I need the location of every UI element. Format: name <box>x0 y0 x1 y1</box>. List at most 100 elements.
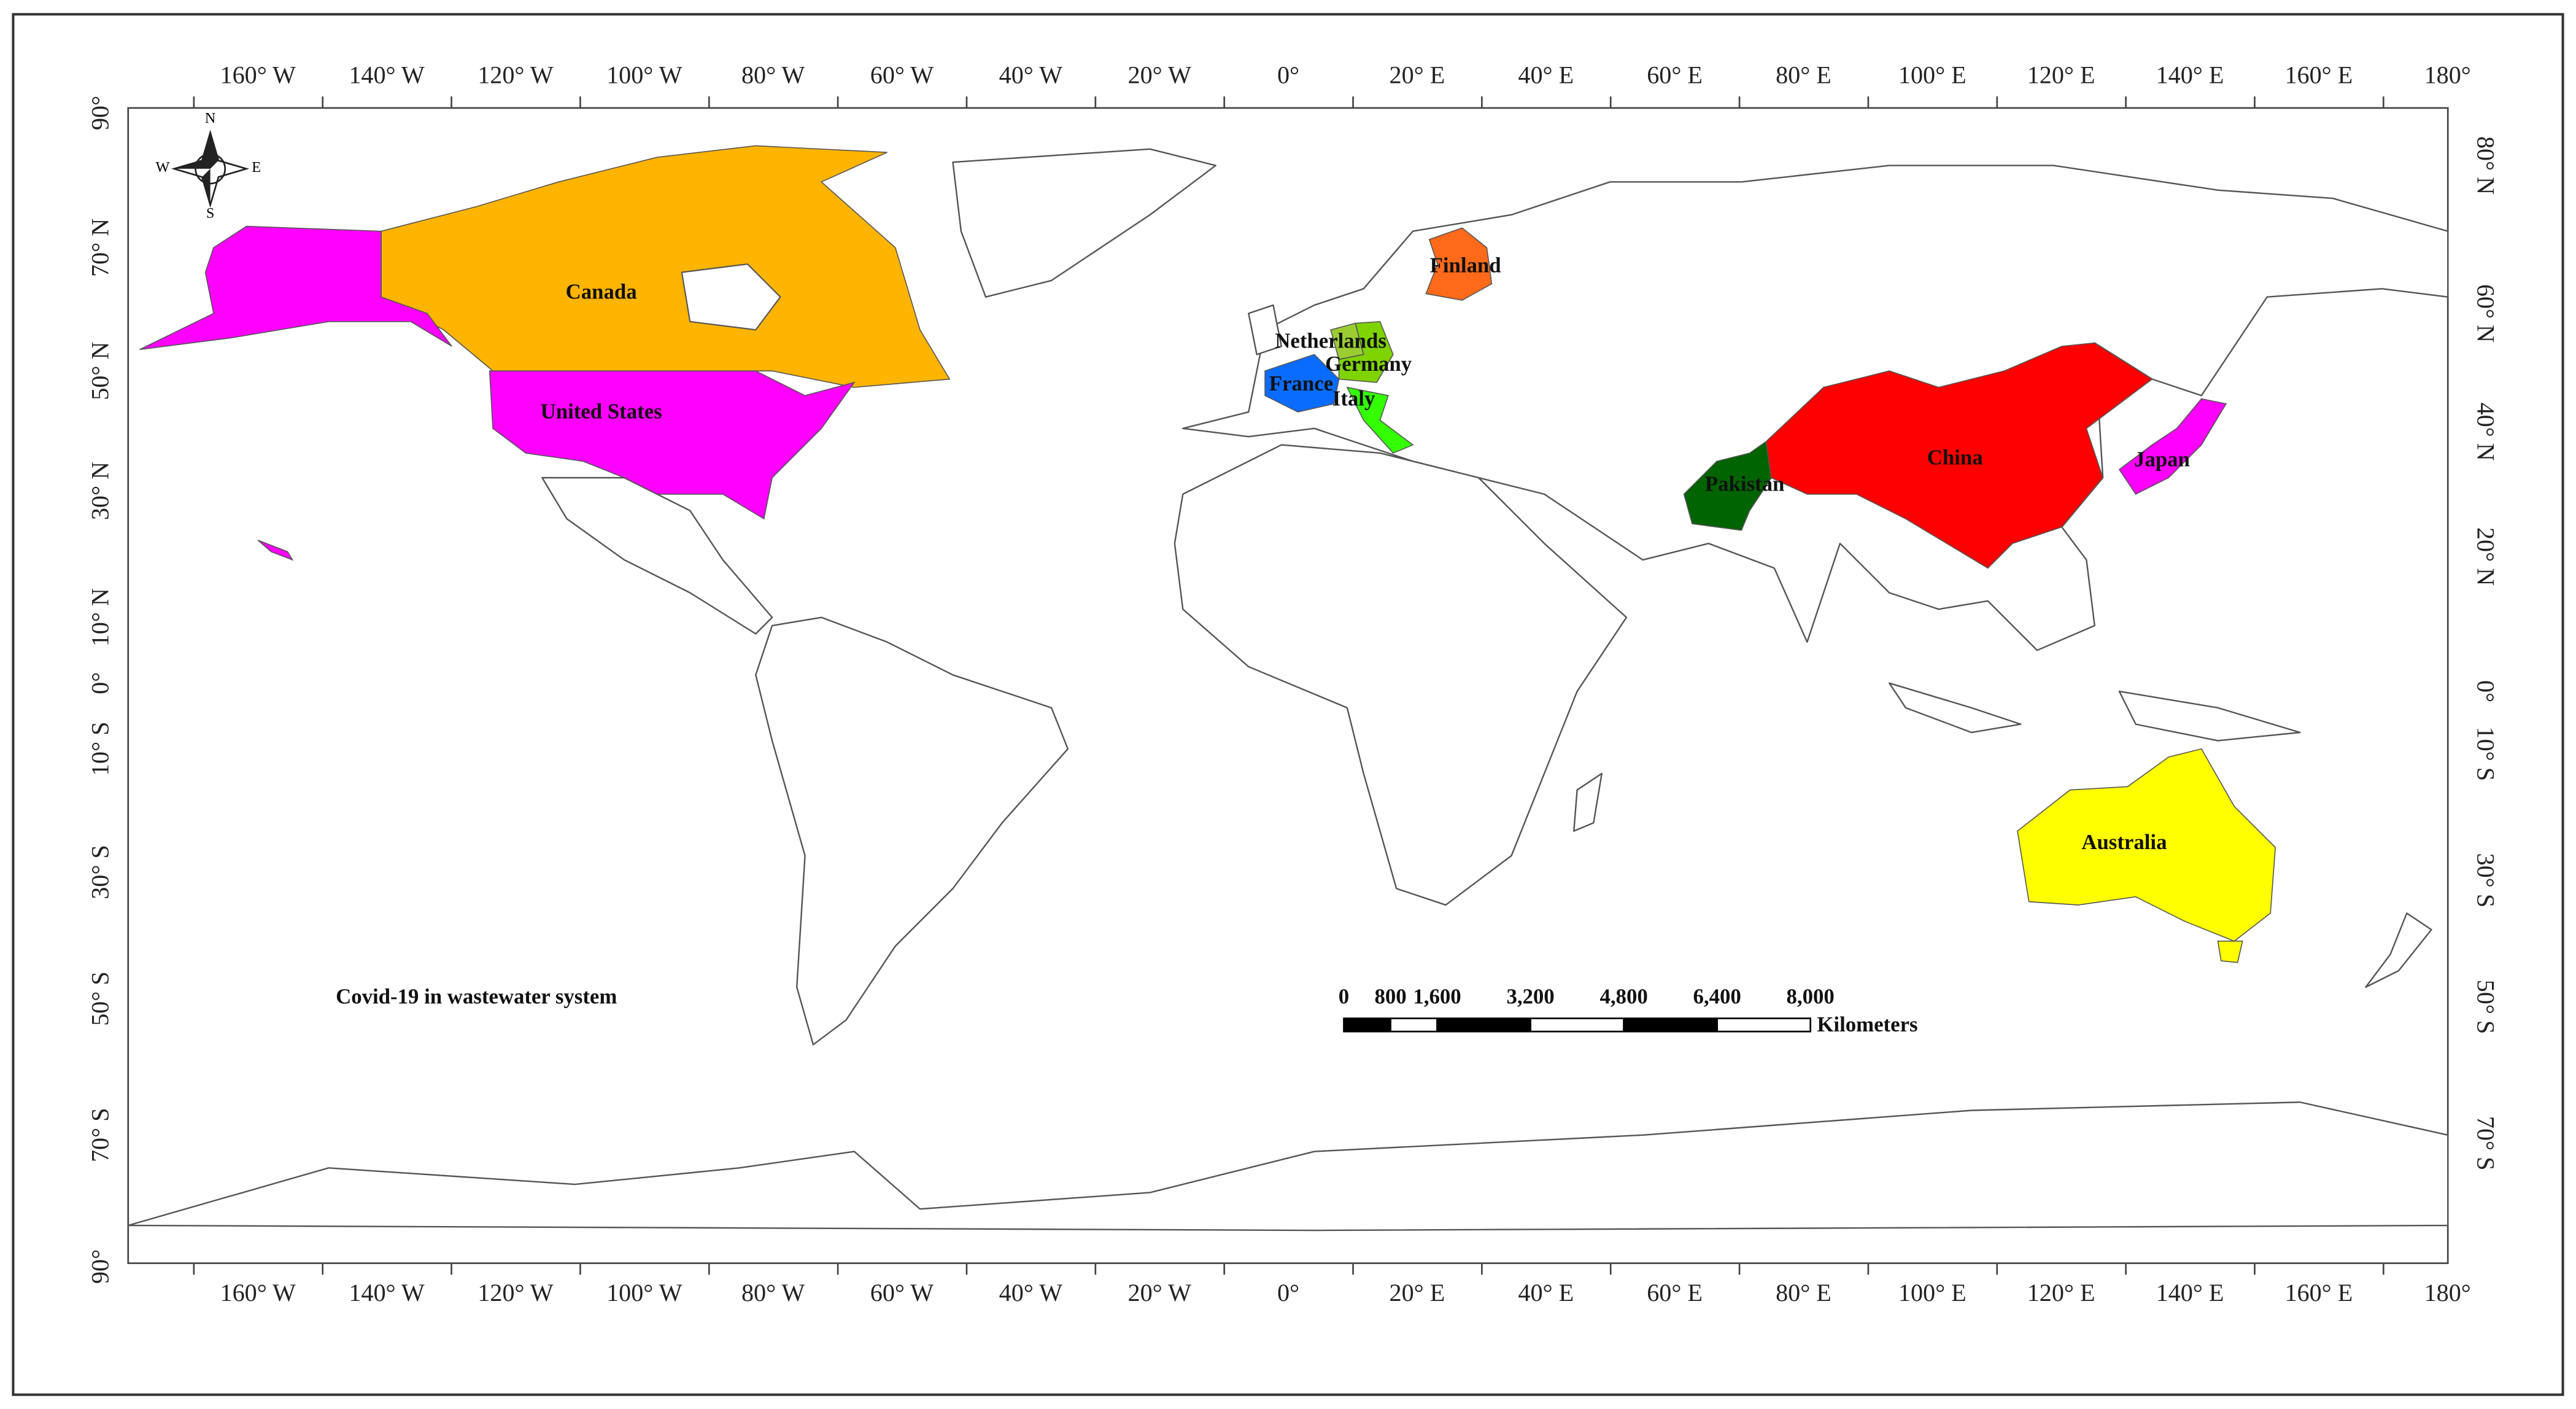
scale-segment <box>1716 1017 1812 1033</box>
longitude-label-top: 20° E <box>1390 61 1445 89</box>
latitude-label-right: 70° S <box>2472 1116 2499 1171</box>
country-shape <box>2217 941 2243 963</box>
longitude-label-top: 40° E <box>1518 61 1574 89</box>
latitude-label-right: 0° <box>2472 680 2499 702</box>
latitude-label-right: 20° N <box>2472 527 2499 586</box>
longitude-label-bottom: 0° <box>1277 1279 1299 1306</box>
country-label: Canada <box>566 279 637 303</box>
country-label: Australia <box>2081 830 2167 854</box>
country-shape <box>489 370 856 520</box>
country-label: Finland <box>1430 253 1501 277</box>
countries <box>139 145 2276 963</box>
latitude-label-left: 50° N <box>87 342 114 400</box>
latitude-label-right: 50° S <box>2472 980 2499 1034</box>
longitude-label-top: 60° W <box>870 61 934 89</box>
longitude-label-bottom: 120° W <box>478 1279 554 1306</box>
longitude-label-bottom: 140° W <box>349 1279 425 1306</box>
longitude-label-top: 40° W <box>999 61 1062 89</box>
country-shape <box>139 225 452 351</box>
latitude-label-left: 50° S <box>87 971 114 1026</box>
latitude-label-left: 10° S <box>87 722 114 777</box>
scale-unit: Kilometers <box>1817 1012 1917 1036</box>
longitude-label-top: 120° W <box>478 61 554 89</box>
scale-label: 3,200 <box>1506 985 1554 1009</box>
compass <box>171 130 250 208</box>
country-label: Pakistan <box>1705 472 1785 495</box>
longitude-label-bottom: 160° E <box>2284 1279 2353 1306</box>
country-label: Italy <box>1332 386 1375 410</box>
longitude-label-bottom: 80° E <box>1776 1279 1831 1306</box>
country-shape <box>1765 342 2153 569</box>
scale-segment <box>1623 1017 1718 1033</box>
compass-letter: W <box>156 160 170 176</box>
longitude-label-top: 80° W <box>741 61 805 89</box>
country-label: United States <box>541 400 662 424</box>
longitude-label-top: 20° W <box>1128 61 1191 89</box>
latitude-label-left: 90° <box>87 1249 114 1284</box>
scale-label: 0 <box>1339 985 1349 1009</box>
scale-segment <box>1530 1017 1625 1033</box>
longitude-label-bottom: 120° E <box>2027 1279 2095 1306</box>
longitude-label-top: 80° E <box>1776 61 1831 89</box>
country-shape <box>1338 320 1394 383</box>
longitude-label-bottom: 100° E <box>1898 1279 1967 1306</box>
latitude-label-right: 30° S <box>2472 853 2499 908</box>
country-label: France <box>1269 371 1333 395</box>
country-label: China <box>1927 446 1983 470</box>
country-shape <box>1346 386 1414 454</box>
longitude-label-top: 160° W <box>220 61 296 89</box>
country-shape <box>1264 354 1340 413</box>
labels: Canada United States Finland NetherlandsGer… <box>87 61 2500 1306</box>
scale-label: 6,400 <box>1693 985 1741 1009</box>
compass-letter: S <box>206 206 214 222</box>
latitude-label-left: 10° N <box>87 588 114 646</box>
longitude-label-bottom: 140° E <box>2156 1279 2224 1306</box>
longitude-label-top: 100° W <box>606 61 683 89</box>
longitude-label-bottom: 160° W <box>220 1279 296 1306</box>
longitude-label-bottom: 60° W <box>870 1279 934 1306</box>
hudson-bay <box>681 263 781 331</box>
longitude-label-top: 180° <box>2424 61 2471 89</box>
latitude-label-right: 80° N <box>2472 136 2499 195</box>
country-shape <box>2118 398 2227 495</box>
scale-label: 4,800 <box>1599 985 1647 1009</box>
longitude-label-top: 100° E <box>1898 61 1967 89</box>
longitude-label-bottom: 40° W <box>999 1279 1062 1306</box>
longitude-label-bottom: 180° <box>2424 1279 2471 1306</box>
latitude-label-left: 0° <box>87 672 114 694</box>
scale-label: 1,600 <box>1413 985 1461 1009</box>
longitude-label-top: 140° E <box>2156 61 2224 89</box>
longitude-label-bottom: 20° W <box>1128 1279 1191 1306</box>
longitude-label-top: 0° <box>1277 61 1299 89</box>
country-shape <box>257 540 294 561</box>
longitude-label-bottom: 40° E <box>1518 1279 1574 1306</box>
longitude-label-bottom: 60° E <box>1647 1279 1703 1306</box>
latitude-label-left: 30° N <box>87 462 114 520</box>
compass-letter: N <box>205 111 215 126</box>
map-title: Covid-19 in wastewater system <box>336 985 617 1009</box>
scale-segment <box>1343 1017 1391 1033</box>
longitude-label-top: 60° E <box>1647 61 1703 89</box>
longitude-label-bottom: 100° W <box>606 1279 683 1306</box>
latitude-label-right: 10° S <box>2472 727 2499 782</box>
longitude-label-top: 140° W <box>349 61 425 89</box>
longitude-label-top: 160° E <box>2284 61 2353 89</box>
latitude-label-right: 60° N <box>2472 284 2499 343</box>
latitude-label-right: 40° N <box>2472 403 2499 461</box>
latitude-label-left: 70° S <box>87 1108 114 1163</box>
country-shape <box>381 145 951 388</box>
latitude-label-left: 30° S <box>87 845 114 899</box>
latitude-label-left: 90° <box>87 96 114 130</box>
country-label: Germany <box>1325 352 1412 376</box>
compass-letter: E <box>252 160 261 176</box>
scale-label: 800 <box>1374 985 1406 1009</box>
country-shape <box>1425 227 1493 301</box>
country-label: Netherlands <box>1275 329 1387 353</box>
country-label: Japan <box>2134 447 2190 471</box>
scale-segment <box>1436 1017 1531 1033</box>
longitude-label-top: 120° E <box>2027 61 2095 89</box>
latitude-label-left: 70° N <box>87 219 114 277</box>
longitude-label-bottom: 80° W <box>741 1279 805 1306</box>
country-shape <box>2017 748 2276 942</box>
